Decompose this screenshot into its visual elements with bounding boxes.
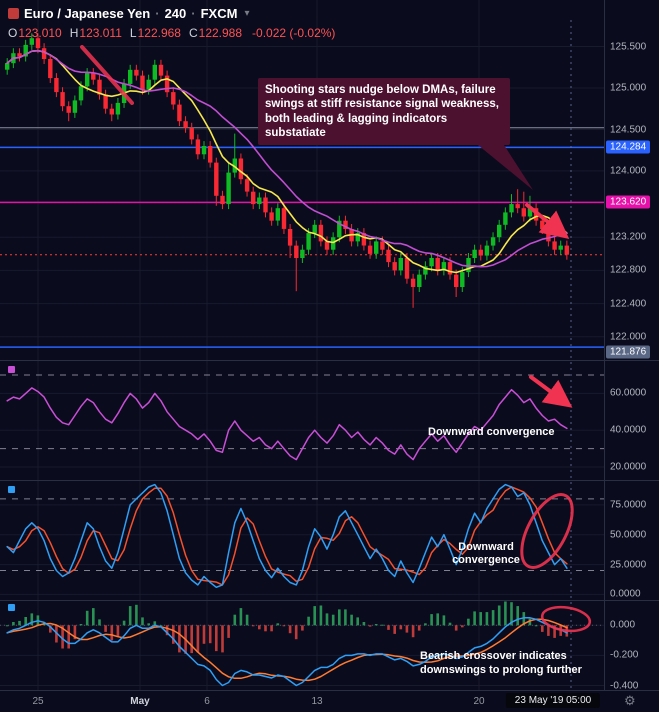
stoch-ellipse [520,493,574,569]
rsi-panel-layer[interactable] [0,374,604,461]
stoch-annotation-text[interactable]: Downward convergence [438,541,534,567]
annotation-callout-box[interactable]: Shooting stars nudge below DMAs, failure… [258,78,510,145]
macd-annotation-text[interactable]: Bearish crossover indicates downswings t… [420,650,582,678]
grid-layer [0,0,604,690]
axis-label: 0.000 [610,619,636,631]
stoch-panel-layer[interactable] [0,483,604,589]
title-separator: · [191,6,196,21]
open-value: 123.010 [18,26,62,40]
time-tick-label: 13 [311,696,323,707]
callout-tail [478,145,533,190]
high-label: H [69,26,79,40]
interval-label[interactable]: 240 [164,6,187,21]
time-tick-label: May [130,696,150,707]
moving-averages-layer[interactable] [6,49,568,274]
symbol-icon[interactable] [8,8,19,19]
axis-label: 40.0000 [610,424,647,436]
close-label: C [188,26,198,40]
axis-label: 124.500 [610,124,647,135]
axis-label: 25.0000 [610,559,647,571]
stoch-annotation-line2: convergence [452,554,520,567]
axis-label: 75.0000 [610,499,647,511]
price-axis-badge: 123.620 [606,195,651,209]
exchange-label[interactable]: FXCM [200,6,238,21]
symbol-title[interactable]: Euro / Japanese Yen [24,6,151,21]
axis-label: -0.400 [610,680,639,691]
axis-label: 50.0000 [610,529,647,541]
chevron-down-icon[interactable]: ▾ [244,8,250,19]
price-axis-badge: 124.284 [606,140,651,154]
axis-label: 122.400 [610,298,647,310]
title-separator: · [155,6,160,21]
axis-label: 123.200 [610,231,647,243]
ohlc-legend: O 123.010 H 123.011 L 122.968 C 122.988 … [8,26,335,40]
macd-ellipse [540,605,592,633]
close-value: 122.988 [198,26,243,40]
axis-label: 0.0000 [610,588,641,600]
low-value: 122.968 [137,26,181,40]
axis-label: 60.0000 [610,387,647,399]
price-axis[interactable]: 125.500 125.000 124.500 124.000 123.200 122.8… [604,0,659,691]
stoch-legend-icon[interactable] [8,486,15,493]
symbol-header: Euro / Japanese Yen · 240 · FXCM ▾ [8,6,249,21]
price-down-arrow [525,203,570,240]
time-tick-label: 20 [473,696,485,707]
axis-label: 125.000 [610,82,647,94]
current-date-badge: 23 May '19 05:00 [505,693,601,708]
rsi-legend-icon[interactable] [8,366,15,373]
macd-legend-icon[interactable] [8,604,15,611]
rsi-annotation-text[interactable]: Downward convergence [428,426,555,438]
axis-label: 124.000 [610,165,647,177]
price-axis-badge: 121.876 [606,345,651,359]
low-label: L [129,26,137,40]
drawing-annotations-layer[interactable] [80,45,592,634]
trendline-drawing [80,45,134,105]
high-value: 123.011 [79,26,122,40]
axis-label: 125.500 [610,41,647,52]
axis-label: 20.0000 [610,461,647,473]
macd-panel-layer[interactable] [0,601,604,687]
axis-label: -0.200 [610,649,639,661]
macd-annotation-line2: downswings to prolong further [420,663,582,676]
axis-label: 122.000 [610,331,647,343]
change-value: -0.022 (-0.02%) [252,26,336,40]
rsi-down-arrow [529,375,573,408]
open-label: O [8,26,18,40]
time-axis[interactable]: 25 May 6 13 20 23 May '19 05:00 [0,690,659,712]
settings-gear-icon[interactable]: ⚙ [624,693,636,708]
macd-annotation-line1: Bearish crossover indicates [420,650,567,662]
time-tick-label: 25 [32,696,44,707]
axis-label: 122.800 [610,264,647,276]
time-tick-label: 6 [204,696,210,707]
stoch-annotation-line1: Downward [458,541,514,553]
